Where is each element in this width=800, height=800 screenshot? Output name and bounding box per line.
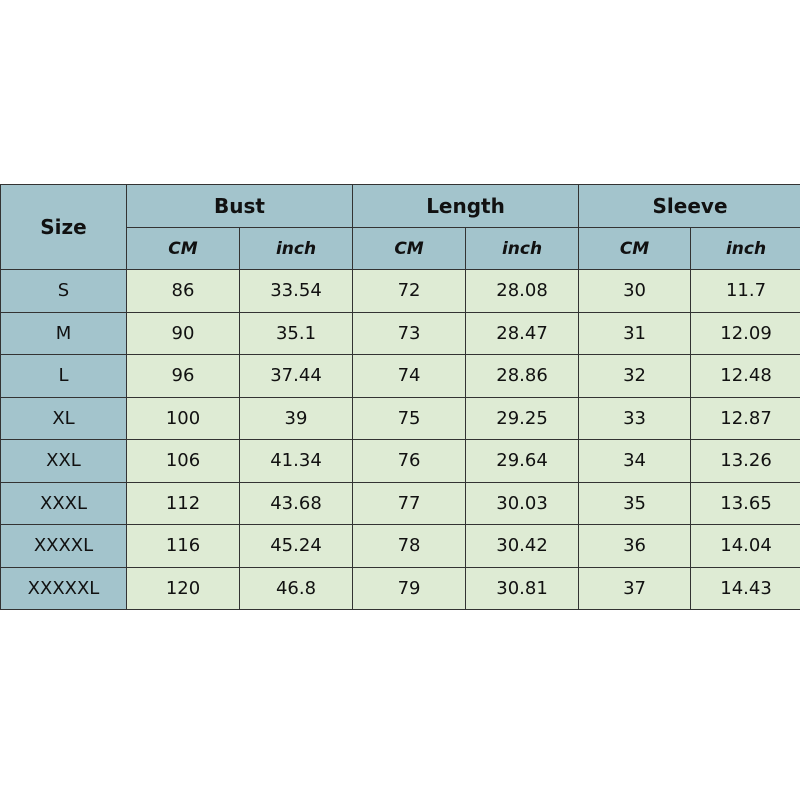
value-cell: 46.8 xyxy=(238,566,354,610)
value-cell: 100 xyxy=(126,396,240,440)
value-cell: 30.03 xyxy=(465,481,580,525)
value-cell: 14.43 xyxy=(690,566,800,610)
value-cell: 14.04 xyxy=(690,524,800,568)
value-cell: 12.48 xyxy=(690,354,800,398)
value-cell: 32 xyxy=(578,354,692,398)
value-cell: 73 xyxy=(352,311,467,355)
value-cell: 12.87 xyxy=(690,396,800,440)
value-cell: 30.42 xyxy=(465,524,580,568)
size-cell: S xyxy=(0,269,127,313)
value-cell: 37.44 xyxy=(238,354,354,398)
value-cell: 43.68 xyxy=(238,481,354,525)
size-cell: XXXXL xyxy=(0,524,127,568)
unit-header: inch xyxy=(690,227,800,270)
value-cell: 29.64 xyxy=(465,439,580,483)
value-cell: 31 xyxy=(578,311,692,355)
value-cell: 120 xyxy=(126,566,240,610)
value-cell: 77 xyxy=(352,481,467,525)
value-cell: 79 xyxy=(352,566,467,610)
table-row: M 90 35.1 73 28.47 31 12.09 xyxy=(0,311,800,355)
value-cell: 35.1 xyxy=(238,311,354,355)
table-body: S 86 33.54 72 28.08 30 11.7 M 90 35.1 73 28.47 31 12.… xyxy=(0,269,800,610)
table-row: XXXXXL 120 46.8 79 30.81 37 14.43 xyxy=(0,566,800,610)
sleeve-header: Sleeve xyxy=(578,184,800,228)
value-cell: 106 xyxy=(126,439,240,483)
bust-header: Bust xyxy=(125,184,354,228)
value-cell: 112 xyxy=(126,481,240,525)
value-cell: 41.34 xyxy=(238,439,354,483)
value-cell: 30 xyxy=(578,269,692,313)
value-cell: 11.7 xyxy=(690,269,800,313)
value-cell: 35 xyxy=(578,481,692,525)
size-cell: L xyxy=(0,354,127,398)
unit-header: CM xyxy=(578,227,692,270)
length-header: Length xyxy=(352,184,580,228)
value-cell: 30.81 xyxy=(465,566,580,610)
value-cell: 78 xyxy=(352,524,467,568)
value-cell: 36 xyxy=(578,524,692,568)
size-cell: XXL xyxy=(0,439,127,483)
size-cell: XXXXXL xyxy=(0,566,127,610)
value-cell: 28.86 xyxy=(465,354,580,398)
value-cell: 96 xyxy=(126,354,240,398)
value-cell: 45.24 xyxy=(238,524,354,568)
value-cell: 28.47 xyxy=(465,311,580,355)
value-cell: 13.65 xyxy=(690,481,800,525)
value-cell: 28.08 xyxy=(465,269,580,313)
table-row: XXXXL 116 45.24 78 30.42 36 14.04 xyxy=(0,524,800,568)
value-cell: 39 xyxy=(238,396,354,440)
value-cell: 37 xyxy=(578,566,692,610)
value-cell: 72 xyxy=(352,269,467,313)
size-cell: M xyxy=(0,311,127,355)
size-header: Size xyxy=(0,184,127,270)
unit-header: inch xyxy=(238,227,354,270)
value-cell: 29.25 xyxy=(465,396,580,440)
unit-header: CM xyxy=(126,227,240,270)
unit-header: inch xyxy=(465,227,580,270)
table-row: XXL 106 41.34 76 29.64 34 13.26 xyxy=(0,439,800,483)
table-row: L 96 37.44 74 28.86 32 12.48 xyxy=(0,354,800,398)
value-cell: 116 xyxy=(126,524,240,568)
table-row: XL 100 39 75 29.25 33 12.87 xyxy=(0,396,800,440)
value-cell: 13.26 xyxy=(690,439,800,483)
size-chart-table: Size Bust Length Sleeve CM inch CM inch … xyxy=(0,184,800,610)
value-cell: 90 xyxy=(126,311,240,355)
value-cell: 75 xyxy=(352,396,467,440)
unit-header: CM xyxy=(352,227,467,270)
table-row: XXXL 112 43.68 77 30.03 35 13.65 xyxy=(0,481,800,525)
value-cell: 33.54 xyxy=(238,269,354,313)
value-cell: 76 xyxy=(352,439,467,483)
table-row: S 86 33.54 72 28.08 30 11.7 xyxy=(0,269,800,313)
size-cell: XXXL xyxy=(0,481,127,525)
value-cell: 12.09 xyxy=(690,311,800,355)
value-cell: 74 xyxy=(352,354,467,398)
value-cell: 86 xyxy=(126,269,240,313)
value-cell: 34 xyxy=(578,439,692,483)
value-cell: 33 xyxy=(578,396,692,440)
size-cell: XL xyxy=(0,396,127,440)
